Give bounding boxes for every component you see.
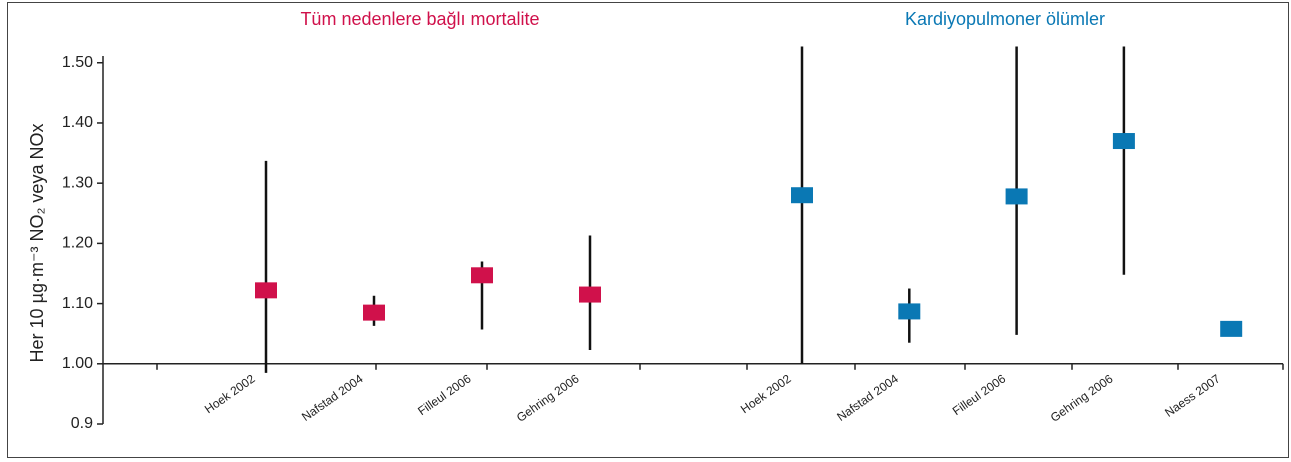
y-tick-label: 1.50 xyxy=(62,54,93,71)
point-estimate xyxy=(1220,320,1243,337)
y-tick-label: 1.10 xyxy=(62,295,93,312)
x-tick-label: Naess 2007 xyxy=(1162,371,1223,419)
x-tick-label: Gehring 2006 xyxy=(514,371,582,424)
y-tick-label: 1.00 xyxy=(62,355,93,372)
x-tick-label: Nafstad 2004 xyxy=(834,371,901,424)
x-tick-label: Hoek 2002 xyxy=(738,371,794,416)
y-tick-label: 0.9 xyxy=(71,415,93,432)
x-tick-label: Nafstad 2004 xyxy=(299,371,366,424)
point-estimate xyxy=(1005,188,1028,205)
point-estimate xyxy=(1112,133,1135,150)
x-tick-label: Filleul 2006 xyxy=(415,371,474,418)
y-tick-label: 1.40 xyxy=(62,114,93,131)
y-axis-label: Her 10 µg·m⁻³ NO₂ veya NOx xyxy=(27,124,47,363)
point-estimate xyxy=(363,304,385,321)
x-tick-label: Gehring 2006 xyxy=(1048,371,1116,424)
point-estimate xyxy=(791,187,813,204)
y-tick-label: 1.30 xyxy=(62,174,93,191)
y-tick-label: 1.20 xyxy=(62,235,93,252)
group-title: Tüm nedenlere bağlı mortalite xyxy=(300,9,539,29)
point-estimate xyxy=(579,286,601,303)
group-title: Kardiyopulmoner ölümler xyxy=(905,9,1105,29)
point-estimate xyxy=(255,282,277,299)
x-tick-label: Filleul 2006 xyxy=(950,371,1009,418)
x-tick-label: Hoek 2002 xyxy=(202,371,258,416)
point-estimate xyxy=(898,303,921,320)
frame xyxy=(7,2,1289,458)
point-estimate xyxy=(471,267,493,284)
